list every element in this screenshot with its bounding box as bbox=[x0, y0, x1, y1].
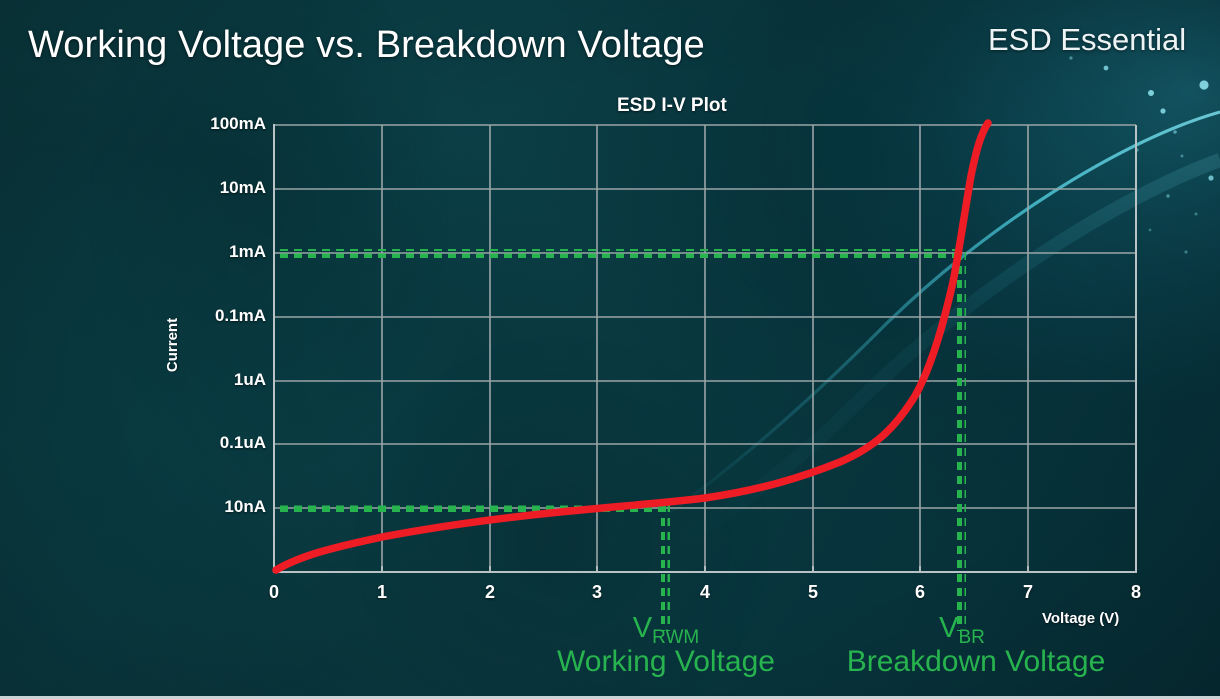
breakdown-voltage-symbol: VBR bbox=[852, 612, 1072, 648]
breakdown-voltage-caption: Breakdown Voltage bbox=[846, 645, 1106, 678]
breakdown-voltage-horizontal-guide bbox=[274, 249, 962, 258]
x-tick-label: 2 bbox=[484, 582, 495, 602]
working-voltage-caption: Working Voltage bbox=[557, 645, 775, 678]
x-tick-label: 8 bbox=[1130, 582, 1141, 602]
breakdown-voltage-symbol-subscript: BR bbox=[958, 627, 985, 648]
x-tick-label: 1 bbox=[376, 582, 387, 602]
y-tick-label: 100mA bbox=[210, 114, 266, 133]
chart-title: ESD I-V Plot bbox=[617, 95, 727, 116]
working-voltage-symbol-base: V bbox=[632, 612, 653, 644]
x-tick-label: 3 bbox=[591, 582, 602, 602]
x-tick-label: 5 bbox=[807, 582, 818, 602]
y-tick-label: 0.1mA bbox=[214, 306, 266, 325]
working-voltage-symbol-subscript: RWM bbox=[652, 627, 700, 648]
breakdown-voltage-symbol-base: V bbox=[939, 612, 959, 644]
y-tick-label: 1uA bbox=[233, 370, 266, 389]
y-tick-label: 10nA bbox=[224, 497, 266, 516]
working-voltage-vertical-guide bbox=[661, 504, 670, 631]
y-tick-label: 10mA bbox=[219, 178, 266, 197]
y-tick-label: 1mA bbox=[229, 242, 266, 261]
x-axis-label: Voltage (V) bbox=[1042, 610, 1120, 627]
annotation-lines bbox=[274, 249, 966, 631]
series-corner-title: ESD Essential bbox=[988, 22, 1187, 57]
breakdown-voltage-vertical-guide bbox=[957, 249, 966, 631]
x-tick-label: 0 bbox=[268, 582, 279, 602]
y-tick-label: 0.1uA bbox=[219, 433, 266, 452]
slide-title: Working Voltage vs. Breakdown Voltage bbox=[28, 24, 705, 66]
working-voltage-horizontal-guide bbox=[274, 504, 671, 513]
working-voltage-symbol: VRWM bbox=[556, 612, 776, 648]
iv-curve bbox=[272, 119, 992, 574]
x-tick-label: 4 bbox=[699, 582, 710, 602]
y-tick-labels: 100mA 10mA 1mA 0.1mA 1uA 0.1uA 10nA bbox=[66, 0, 266, 696]
x-tick-label: 7 bbox=[1022, 582, 1033, 602]
x-tick-label: 6 bbox=[914, 582, 925, 602]
